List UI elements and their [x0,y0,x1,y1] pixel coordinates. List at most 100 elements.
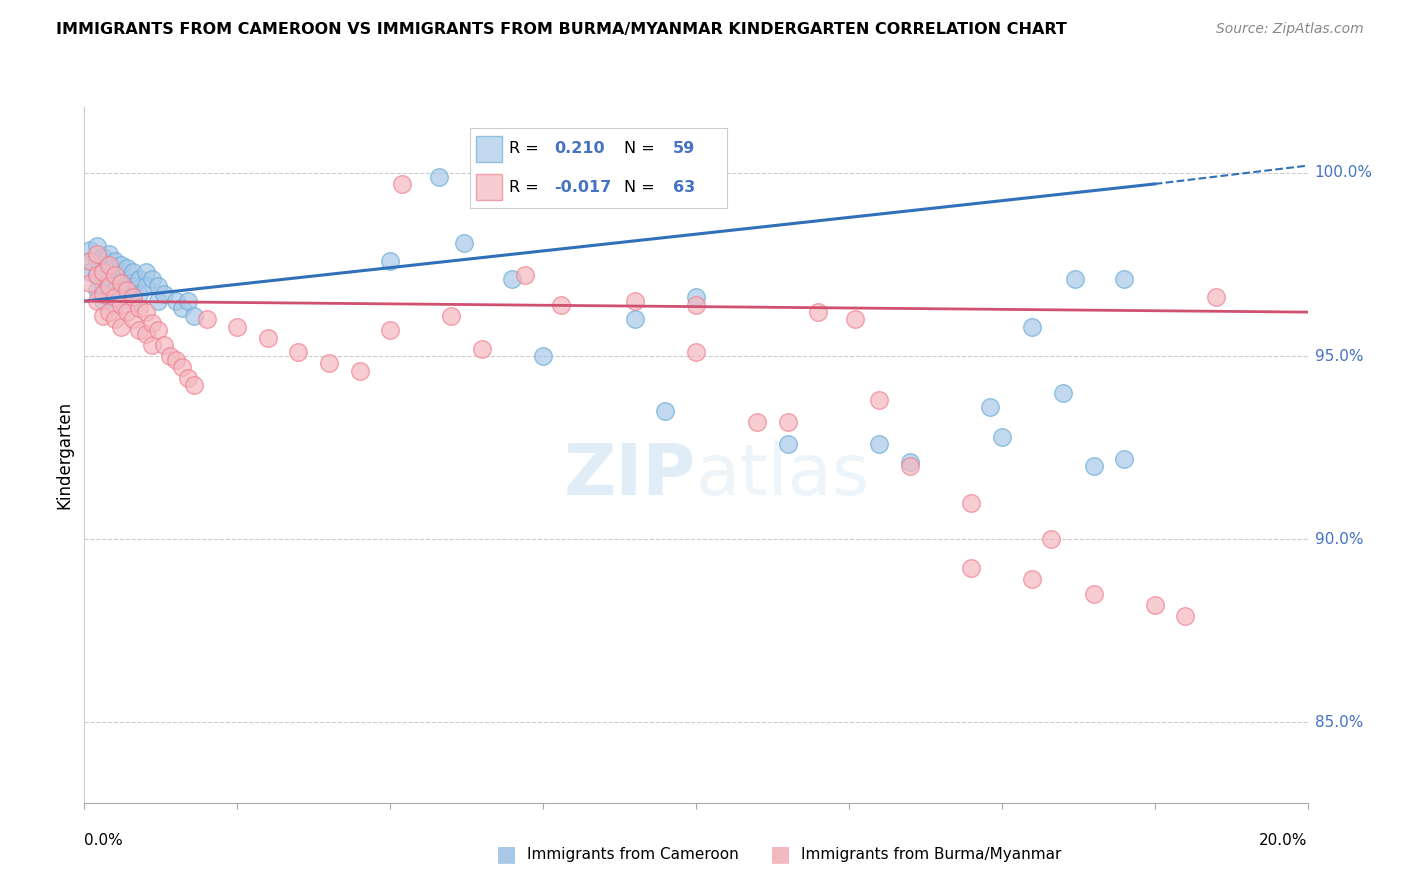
Point [1114,272,1136,286]
Point [177,294,200,309]
Point [960,561,983,575]
Text: 59: 59 [672,141,695,156]
Point [844,312,866,326]
Point [104,312,127,326]
Point [104,298,127,312]
Point [115,276,138,290]
Point [104,268,127,283]
Point [159,349,181,363]
Point [979,401,1001,415]
Point [97,246,120,260]
Point [122,294,145,309]
Point [91,279,114,293]
Point [1064,272,1087,286]
Text: Source: ZipAtlas.com: Source: ZipAtlas.com [1216,22,1364,37]
Point [550,298,572,312]
Point [97,261,120,276]
Point [110,286,132,301]
Point [776,437,799,451]
Text: 20.0%: 20.0% [1260,833,1308,848]
Text: 0.0%: 0.0% [84,833,124,848]
Text: Immigrants from Burma/Myanmar: Immigrants from Burma/Myanmar [801,847,1062,862]
Point [122,312,145,326]
Text: 90.0%: 90.0% [1315,532,1362,547]
Point [110,258,132,272]
Text: N =: N = [624,179,655,194]
Point [165,352,187,367]
Point [776,415,799,429]
Point [685,298,707,312]
Text: atlas: atlas [696,442,870,510]
Text: R =: R = [509,141,540,156]
Point [110,272,132,286]
Text: 63: 63 [672,179,695,194]
Point [747,415,769,429]
Text: Immigrants from Cameroon: Immigrants from Cameroon [527,847,740,862]
Point [380,323,402,337]
Point [122,279,145,293]
Point [135,279,157,293]
Point [257,331,280,345]
Point [115,305,138,319]
Point [391,177,413,191]
Point [86,294,108,309]
Point [115,261,138,276]
Point [427,169,450,184]
Point [195,312,218,326]
Point [146,294,169,309]
Point [287,345,309,359]
Point [97,290,120,304]
Point [91,250,114,264]
Point [86,268,108,283]
Point [1021,573,1043,587]
Point [349,364,371,378]
Point [104,283,127,297]
FancyBboxPatch shape [477,136,502,161]
Point [165,294,187,309]
Point [135,305,157,319]
Text: ■: ■ [770,845,790,864]
Point [531,349,554,363]
Text: IMMIGRANTS FROM CAMEROON VS IMMIGRANTS FROM BURMA/MYANMAR KINDERGARTEN CORRELATI: IMMIGRANTS FROM CAMEROON VS IMMIGRANTS F… [56,22,1067,37]
Point [685,345,707,359]
Text: 95.0%: 95.0% [1315,349,1362,364]
Point [91,309,114,323]
Point [898,455,921,469]
Text: R =: R = [509,179,540,194]
Point [110,276,132,290]
Point [1143,598,1166,612]
Point [318,356,340,370]
Point [110,319,132,334]
Text: 100.0%: 100.0% [1315,165,1372,180]
Point [146,279,169,293]
Point [79,243,101,257]
Point [177,371,200,385]
Point [869,437,891,451]
Point [97,258,120,272]
Point [128,301,150,316]
Point [513,268,536,283]
Point [471,342,494,356]
Text: ■: ■ [496,845,516,864]
Point [380,253,402,268]
Point [183,309,205,323]
Point [115,290,138,304]
Point [86,283,108,297]
Point [115,283,138,297]
Point [453,235,475,250]
Point [79,253,101,268]
Point [97,279,120,293]
Point [91,294,114,309]
Point [153,286,176,301]
Point [128,323,150,337]
FancyBboxPatch shape [477,174,502,200]
Point [122,290,145,304]
Point [128,272,150,286]
Point [91,286,114,301]
Point [79,253,101,268]
Point [86,239,108,253]
Point [122,265,145,279]
Point [1021,319,1043,334]
Point [97,305,120,319]
Point [146,323,169,337]
